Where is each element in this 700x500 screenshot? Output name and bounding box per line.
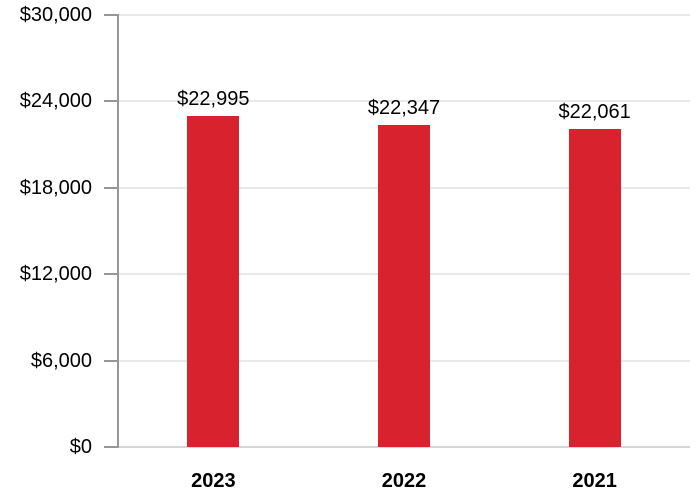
y-axis-tick	[104, 186, 118, 189]
bar-2021	[568, 129, 621, 447]
bar-value-label: $22,347	[367, 97, 441, 120]
y-axis-tick-label: $12,000	[19, 263, 92, 286]
x-axis-line	[118, 446, 690, 448]
x-axis-label: 2023	[191, 470, 236, 492]
y-axis-tick-label: $6,000	[30, 349, 92, 372]
y-axis-tick	[104, 100, 118, 103]
bar-value-label: $22,061	[558, 101, 631, 124]
gridline	[118, 14, 690, 16]
gridline	[118, 100, 690, 103]
y-axis-tick	[104, 446, 118, 448]
y-axis-tick	[104, 273, 118, 276]
x-axis-label: 2021	[572, 470, 617, 492]
bar-2022	[378, 125, 430, 447]
bar-2023	[187, 115, 240, 447]
y-axis-tick	[104, 14, 118, 16]
y-axis-tick-label: $30,000	[19, 4, 92, 26]
y-axis-tick-label: $24,000	[19, 90, 92, 113]
y-axis-tick	[104, 359, 118, 362]
x-axis-label: 2022	[381, 470, 427, 492]
y-axis-line	[117, 14, 119, 448]
y-axis-tick-label: $18,000	[19, 176, 92, 199]
y-axis-tick-label: $0	[69, 436, 92, 458]
bar-value-label: $22,995	[177, 87, 250, 110]
